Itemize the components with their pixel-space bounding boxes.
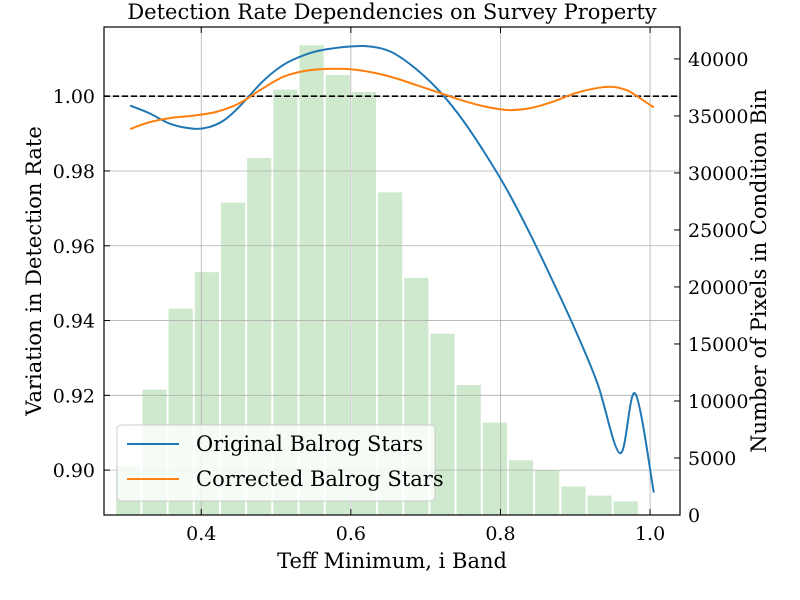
histogram-bar <box>587 495 612 515</box>
histogram-bar <box>482 422 507 515</box>
y2-tick-label: 5000 <box>688 448 736 470</box>
y2-tick-label: 0 <box>688 505 700 527</box>
y-tick-label: 0.96 <box>53 236 95 258</box>
x-tick-label: 1.0 <box>635 523 665 545</box>
histogram-bar <box>456 385 481 515</box>
histogram-bar <box>508 460 534 515</box>
x-axis-title: Teff Minimum, i Band <box>277 549 507 573</box>
chart-title: Detection Rate Dependencies on Survey Pr… <box>127 0 656 24</box>
x-tick-label: 0.8 <box>485 523 515 545</box>
series-lines <box>129 44 655 493</box>
histogram-bar <box>535 470 560 515</box>
y2-tick-label: 30000 <box>688 163 748 185</box>
legend-label-corrected: Corrected Balrog Stars <box>196 467 444 491</box>
y2-tick-label: 10000 <box>688 391 748 413</box>
series-line-corrected <box>129 67 655 131</box>
histogram-bar <box>613 501 638 515</box>
y2-tick-label: 25000 <box>688 220 748 242</box>
y2-axis-title: Number of Pixels in Condition Bin <box>747 89 771 453</box>
y2-tick-label: 40000 <box>688 49 748 71</box>
y-axis-title: Variation in Detection Rate <box>22 126 46 417</box>
y-tick-label: 0.92 <box>53 385 95 407</box>
x-tick-label: 0.4 <box>186 523 216 545</box>
legend-label-original: Original Balrog Stars <box>196 432 423 456</box>
plot-frame <box>103 26 681 516</box>
y2-tick-label: 20000 <box>688 277 748 299</box>
histogram-bar <box>561 486 586 515</box>
y2-tick-label: 35000 <box>688 106 748 128</box>
y-tick-label: 0.94 <box>53 311 95 333</box>
y2-tick-label: 15000 <box>688 334 748 356</box>
legend-box <box>116 424 436 502</box>
axis-ticks: 0.4 0.6 0.8 1.0 0.90 0.92 0.94 0.96 0.98 1.00 0 500… <box>53 27 748 545</box>
series-line-original <box>129 44 655 493</box>
y-tick-label: 1.00 <box>53 86 95 108</box>
x-tick-label: 0.6 <box>336 523 366 545</box>
y-tick-label: 0.90 <box>53 460 95 482</box>
legend: Original Balrog Stars Corrected Balrog S… <box>116 424 444 502</box>
y-tick-label: 0.98 <box>53 161 95 183</box>
